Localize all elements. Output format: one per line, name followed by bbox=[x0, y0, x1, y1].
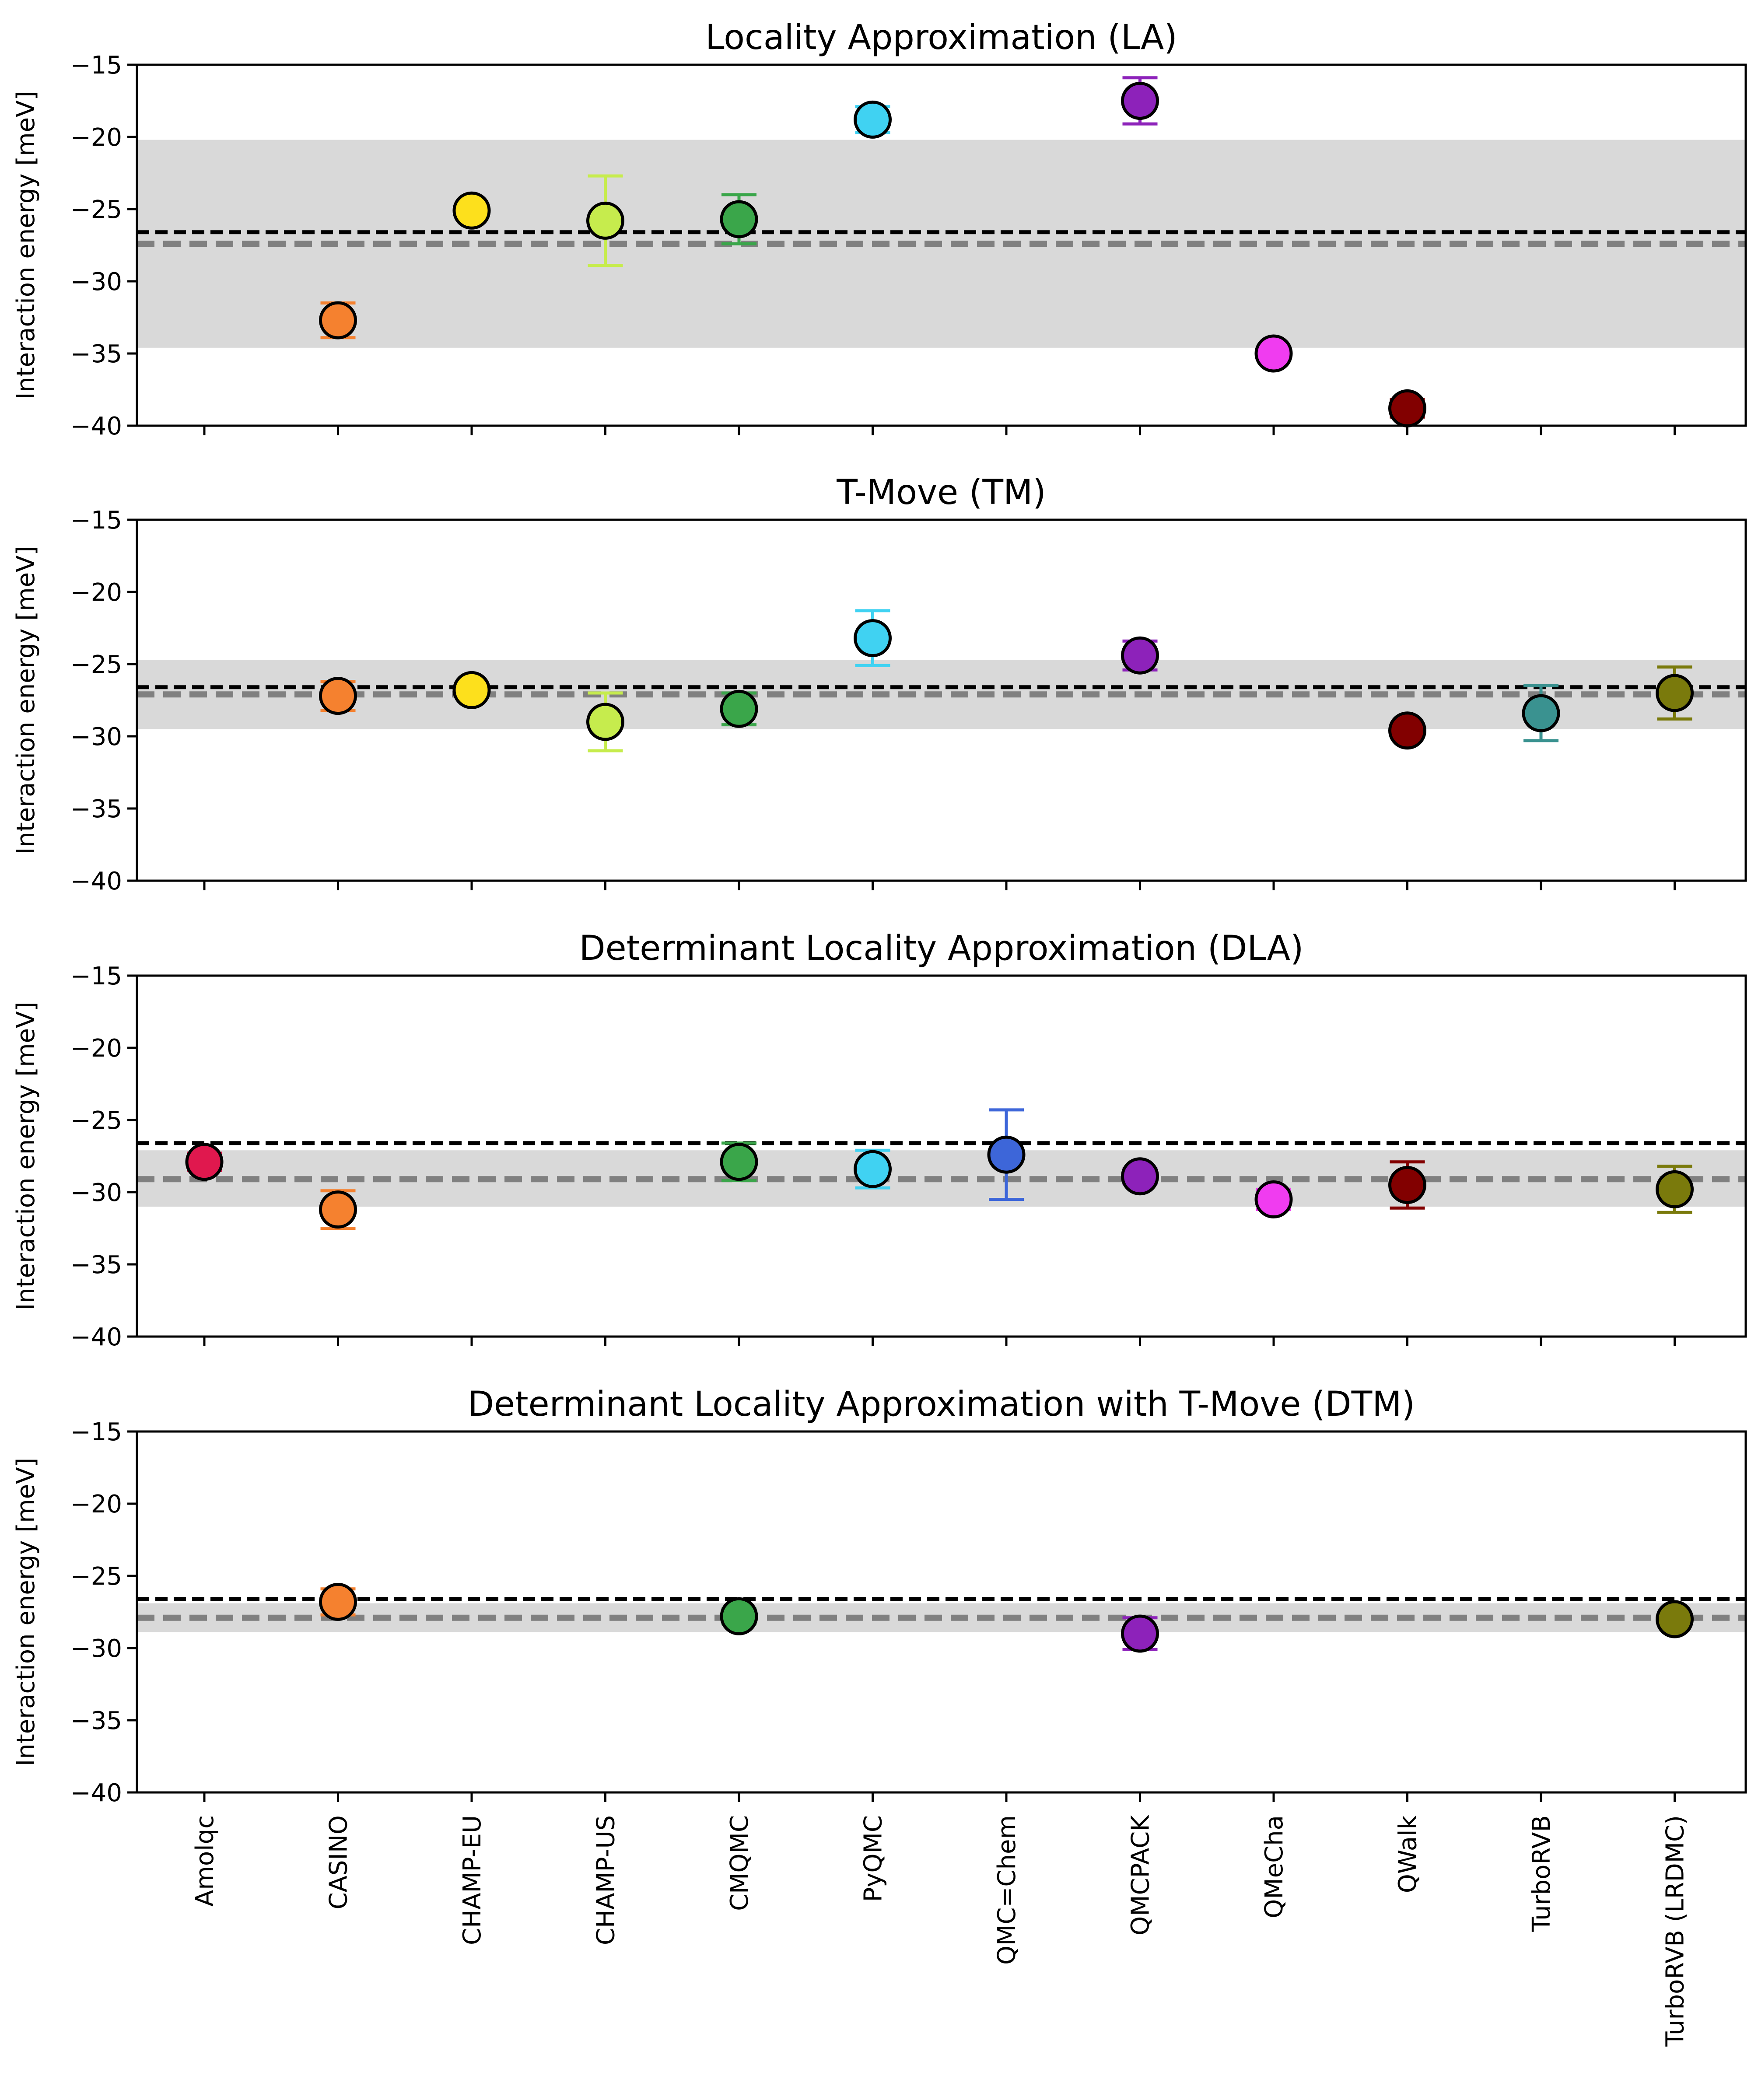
panel-2-point-pyqmc bbox=[854, 619, 892, 658]
panel-2-ytick-label: −20 bbox=[70, 578, 122, 607]
panel-3-point-cmqmc bbox=[720, 1143, 758, 1181]
panel-2-ytick-label: −35 bbox=[70, 795, 122, 823]
panel-3-ytick-label: −15 bbox=[70, 962, 122, 990]
panel-2-ytick-label: −25 bbox=[70, 651, 122, 679]
panel-1-point-qwalk bbox=[1388, 389, 1426, 427]
panel-1-point-champ-eu bbox=[452, 191, 491, 230]
panel-1-point-cmqmc bbox=[720, 200, 758, 238]
panel-1-point-qmecha bbox=[1254, 334, 1293, 373]
panel-4-ytick-label: −20 bbox=[70, 1490, 122, 1519]
panel-1-point-casino bbox=[319, 301, 357, 340]
panel-1-ytick-label: −20 bbox=[70, 123, 122, 152]
panel-1-ytick-label: −35 bbox=[70, 340, 122, 368]
panel-2-ytick-label: −15 bbox=[70, 506, 122, 535]
panel-3-ytick-label: −25 bbox=[70, 1106, 122, 1135]
category-label: CHAMP-EU bbox=[458, 1815, 487, 1945]
panel-1-ytick-label: −40 bbox=[70, 412, 122, 441]
panel-2-point-turborvb bbox=[1522, 694, 1560, 732]
panel-4-point-turborvb-lrdmc bbox=[1656, 1600, 1694, 1638]
category-label: Amolqc bbox=[191, 1815, 219, 1907]
panel-4-ylabel: Interaction energy [meV] bbox=[12, 1458, 40, 1767]
panel-4-ytick-label: −25 bbox=[70, 1562, 122, 1591]
panel-3-ytick-label: −40 bbox=[70, 1323, 122, 1351]
panel-2-point-champ-us bbox=[586, 703, 624, 741]
category-label: CASINO bbox=[325, 1815, 353, 1909]
panel-4-point-cmqmc bbox=[720, 1597, 758, 1635]
panel-2-point-turborvb-lrdmc bbox=[1656, 674, 1694, 712]
panel-2-point-qmcpack bbox=[1121, 636, 1159, 675]
panel-1-ytick-label: −30 bbox=[70, 268, 122, 296]
category-label: CHAMP-US bbox=[592, 1815, 620, 1945]
panel-3-point-qmcpack bbox=[1121, 1157, 1159, 1196]
panel-4-ytick-label: −35 bbox=[70, 1707, 122, 1735]
panel-1-axes-frame bbox=[136, 63, 1747, 427]
category-label: TurboRVB (LRDMC) bbox=[1661, 1815, 1690, 2047]
panel-3-point-qmc-chem bbox=[987, 1135, 1026, 1174]
panel-2-ytick-label: −30 bbox=[70, 723, 122, 751]
panel-1-title: Locality Approximation (LA) bbox=[705, 18, 1177, 57]
panel-2-axes-frame bbox=[136, 518, 1747, 882]
panel-2-point-champ-eu bbox=[452, 671, 491, 709]
panel-4-title: Determinant Locality Approximation with … bbox=[468, 1385, 1415, 1424]
panel-4-point-qmcpack bbox=[1121, 1614, 1159, 1653]
panel-2-ylabel: Interaction energy [meV] bbox=[12, 546, 40, 855]
panel-3-point-pyqmc bbox=[854, 1150, 892, 1188]
panel-1-ytick-label: −25 bbox=[70, 196, 122, 224]
panel-2-point-qwalk bbox=[1388, 711, 1426, 750]
panel-2-title: T-Move (TM) bbox=[836, 473, 1046, 512]
panel-2-ytick-label: −40 bbox=[70, 867, 122, 896]
panel-3-axes-frame bbox=[136, 974, 1747, 1338]
panel-2-point-cmqmc bbox=[720, 690, 758, 728]
panel-4-point-casino bbox=[319, 1582, 357, 1621]
category-label: QMC=Chem bbox=[993, 1815, 1021, 1965]
panel-3-ytick-label: −35 bbox=[70, 1251, 122, 1279]
category-label: TurboRVB bbox=[1527, 1815, 1556, 1932]
panel-3-title: Determinant Locality Approximation (DLA) bbox=[579, 929, 1304, 968]
panel-3-ylabel: Interaction energy [meV] bbox=[12, 1002, 40, 1311]
category-label: QWalk bbox=[1394, 1815, 1422, 1893]
category-label: CMQMC bbox=[725, 1815, 754, 1911]
panel-2-point-casino bbox=[319, 677, 357, 715]
panel-1-point-qmcpack bbox=[1121, 82, 1159, 120]
panel-1-ylabel: Interaction energy [meV] bbox=[12, 91, 40, 400]
panel-4-ytick-label: −15 bbox=[70, 1418, 122, 1446]
panel-3-point-amolqc bbox=[185, 1143, 224, 1181]
panel-4-axes-frame bbox=[136, 1430, 1747, 1794]
panel-1-point-pyqmc bbox=[854, 100, 892, 139]
panel-3-point-turborvb-lrdmc bbox=[1656, 1170, 1694, 1208]
panel-3-ytick-label: −20 bbox=[70, 1034, 122, 1063]
panel-1-ytick-label: −15 bbox=[70, 51, 122, 80]
panel-3-point-qwalk bbox=[1388, 1166, 1426, 1204]
category-label: QMCPACK bbox=[1127, 1815, 1155, 1936]
panel-4-ytick-label: −40 bbox=[70, 1779, 122, 1807]
panel-1-point-champ-us bbox=[586, 201, 624, 240]
panel-3-point-qmecha bbox=[1254, 1180, 1293, 1218]
category-label: PyQMC bbox=[859, 1815, 888, 1902]
category-label: QMeCha bbox=[1260, 1815, 1289, 1918]
panel-3-ytick-label: −30 bbox=[70, 1179, 122, 1207]
panel-3-point-casino bbox=[319, 1190, 357, 1229]
panel-4-ytick-label: −30 bbox=[70, 1634, 122, 1663]
